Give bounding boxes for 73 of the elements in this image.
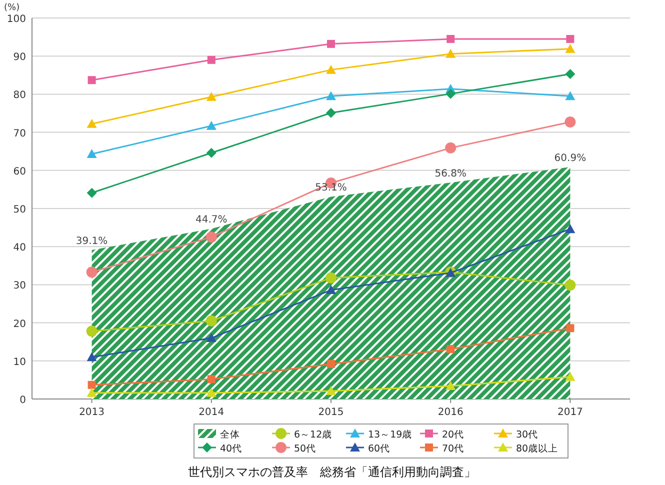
point — [446, 88, 456, 99]
point — [565, 224, 576, 234]
point — [326, 386, 336, 395]
point — [206, 120, 216, 130]
point — [86, 188, 97, 198]
point — [88, 76, 96, 84]
y-tick-label: 80 — [13, 90, 26, 102]
point — [207, 56, 216, 64]
y-tick-label: 100 — [6, 14, 26, 25]
point — [566, 34, 574, 43]
y-tick-label: 20 — [13, 318, 26, 330]
legend-label: 13～19歳 — [368, 428, 412, 440]
point — [206, 333, 216, 342]
legend-label: 全体 — [220, 428, 240, 440]
point — [206, 388, 216, 397]
point — [326, 285, 336, 294]
point — [326, 272, 336, 284]
legend-label: 20代 — [442, 430, 464, 440]
x-tick-label: 2014 — [198, 407, 224, 418]
point — [446, 381, 456, 390]
point — [326, 108, 336, 118]
y-tick-label: 0 — [20, 395, 26, 406]
point — [88, 380, 96, 389]
y-tick-label: 70 — [13, 128, 26, 140]
point — [206, 232, 217, 243]
point — [446, 34, 455, 43]
data-label: 56.8% — [434, 168, 466, 180]
legend-label: 6～12歳 — [294, 428, 332, 440]
point — [445, 142, 456, 154]
point — [326, 91, 336, 100]
legend-label: 80歳以上 — [516, 442, 558, 454]
y-tick-label: 60 — [13, 166, 26, 178]
point — [206, 148, 216, 158]
data-label: 44.7% — [196, 214, 228, 226]
point — [86, 352, 97, 362]
point — [206, 315, 217, 326]
point — [207, 375, 216, 384]
x-tick-label: 2013 — [79, 407, 105, 418]
point — [564, 116, 576, 128]
data-label: 39.1% — [76, 236, 108, 248]
point — [86, 118, 97, 128]
y-tick-label: 50 — [13, 204, 26, 216]
x-tick-label: 2017 — [557, 407, 583, 418]
point — [565, 44, 576, 53]
y-axis-title: (%) — [4, 3, 20, 13]
y-tick-label: 90 — [13, 52, 26, 64]
legend-label: 60代 — [368, 444, 390, 454]
text: 世代別スマホの普及率 総務省「通信利用動向調査」 — [188, 465, 476, 479]
y-tick-label: 30 — [13, 280, 26, 292]
point — [565, 69, 576, 80]
data-label: 60.9% — [554, 152, 586, 164]
point — [326, 64, 336, 74]
x-tick-label: 2016 — [438, 407, 464, 418]
y-tick-label: 10 — [13, 356, 26, 368]
legend-label: 30代 — [516, 430, 538, 440]
legend-label: 50代 — [294, 444, 316, 454]
point — [86, 149, 97, 158]
y-tick-label: 40 — [13, 242, 26, 254]
point — [566, 324, 574, 332]
point — [446, 345, 455, 354]
point — [564, 280, 576, 291]
point — [446, 48, 456, 58]
point — [565, 372, 576, 381]
point — [327, 360, 335, 368]
point — [86, 326, 98, 337]
x-tick-label: 2015 — [318, 407, 344, 418]
point — [86, 266, 98, 278]
point — [565, 91, 576, 100]
point — [327, 40, 335, 48]
point — [86, 388, 97, 397]
legend-label: 70代 — [442, 444, 464, 454]
legend-label: 40代 — [220, 444, 242, 454]
point — [206, 92, 216, 101]
